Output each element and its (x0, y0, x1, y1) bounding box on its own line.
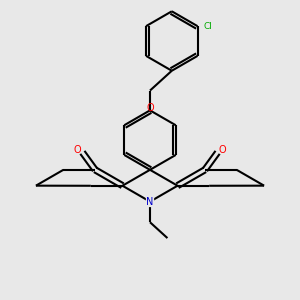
Text: Cl: Cl (203, 22, 212, 31)
Text: O: O (219, 146, 226, 155)
Text: O: O (146, 103, 154, 113)
Text: N: N (146, 196, 154, 207)
Text: O: O (74, 146, 81, 155)
